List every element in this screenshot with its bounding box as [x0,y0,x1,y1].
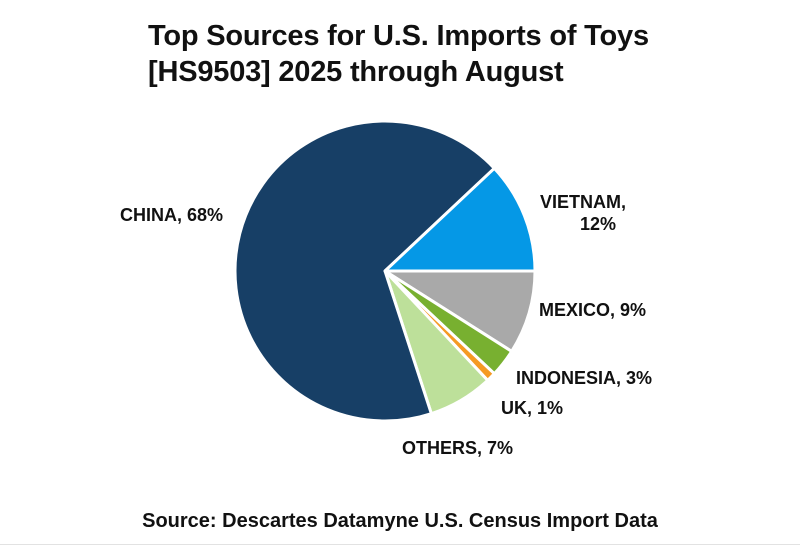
label-indonesia: INDONESIA, 3% [516,368,653,388]
label-vietnam: VIETNAM, 12% [540,191,626,235]
pie-slice-china [233,119,496,423]
bottom-divider [0,544,800,545]
label-vietnam-name: VIETNAM, [540,192,627,212]
label-vietnam-value: 12% [579,214,617,234]
label-uk: UK, 1% [501,398,564,418]
pie-slice-vietnam [383,166,537,273]
label-mexico: MEXICO, 9% [539,300,647,320]
label-others: OTHERS, 7% [402,438,514,458]
pie-slice-mexico [383,269,537,353]
label-china: CHINA, 68% [120,205,224,225]
chart-title-line-1: Top Sources for U.S. Imports of Toys [148,20,649,52]
chart-title-line-2: [HS9503] 2025 through August [148,56,564,88]
source-note: Source: Descartes Datamyne U.S. Census I… [142,510,658,532]
chart-title: Top Sources for U.S. Imports of Toys [HS… [148,18,708,90]
